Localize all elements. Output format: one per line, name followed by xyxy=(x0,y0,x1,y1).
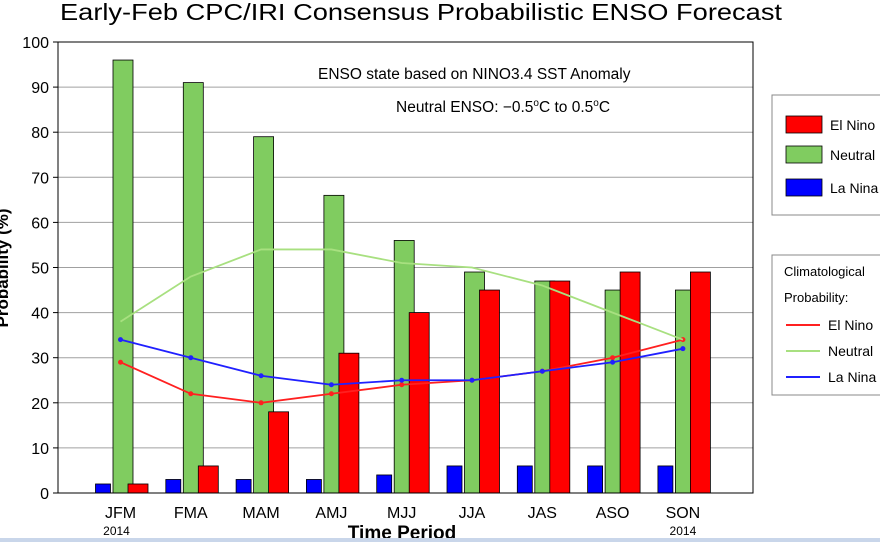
bar-el-nino-mam xyxy=(268,411,290,494)
bar-el-nino-jfm xyxy=(127,483,149,494)
y-tick-label-60: 60 xyxy=(31,215,49,232)
clim-point-la-nina-jfm xyxy=(118,337,123,343)
bottom-strip xyxy=(0,538,880,542)
y-tick-label-100: 100 xyxy=(22,35,49,52)
clim-point-la-nina-amj xyxy=(328,382,334,388)
y-tick-label-70: 70 xyxy=(31,170,49,187)
x-tick-label-mam: MAM xyxy=(242,505,279,522)
clim-point-el-nino-aso xyxy=(610,355,616,361)
clim-point-el-nino-jfm xyxy=(118,359,123,365)
bar-el-nino-mjj xyxy=(408,312,430,494)
annotation-neutral-range: Neutral ENSO: −0.5oC to 0.5oC xyxy=(396,98,610,116)
bar-la-nina-son xyxy=(657,465,674,494)
clim-legend-label-neutral: Neutral xyxy=(828,343,873,359)
legend-label-la-nina: La Nina xyxy=(830,180,878,196)
legend-swatch-neutral xyxy=(785,145,823,164)
y-tick-label-90: 90 xyxy=(31,80,49,97)
clim-point-el-nino-fma xyxy=(188,391,194,397)
x-year-label-first: 2014 xyxy=(103,524,130,538)
bar-el-nino-fma xyxy=(197,465,219,494)
bar-neutral-fma xyxy=(182,82,204,494)
clim-point-el-nino-amj xyxy=(328,391,334,397)
y-tick-label-10: 10 xyxy=(31,441,49,458)
x-tick-label-jfm: JFM xyxy=(105,505,136,522)
chart-title: Early-Feb CPC/IRI Consensus Probabilisti… xyxy=(60,0,783,25)
clim-point-la-nina-jas xyxy=(539,368,545,374)
x-year-label-last: 2014 xyxy=(670,524,697,538)
clim-legend-label-el-nino: El Nino xyxy=(828,317,873,333)
y-tick-label-20: 20 xyxy=(31,396,49,413)
climatology-legend-subtitle: Probability: xyxy=(784,290,848,305)
y-axis-label: Probability (%) xyxy=(0,208,12,327)
x-axis-label: Time Period xyxy=(348,523,456,542)
climatology-legend-title: Climatological xyxy=(784,264,865,279)
y-tick-label-50: 50 xyxy=(31,261,49,278)
bar-la-nina-aso xyxy=(587,465,603,494)
bar-el-nino-amj xyxy=(338,352,360,494)
x-tick-label-mjj: MJJ xyxy=(387,505,416,522)
bar-la-nina-jfm xyxy=(95,483,111,494)
clim-point-la-nina-aso xyxy=(610,359,616,365)
bar-el-nino-jja xyxy=(479,289,500,494)
x-tick-label-aso: ASO xyxy=(596,505,630,522)
y-tick-label-40: 40 xyxy=(31,306,49,323)
clim-line-neutral xyxy=(120,248,684,341)
clim-point-el-nino-mjj xyxy=(399,382,405,388)
clim-point-la-nina-mam xyxy=(258,373,264,379)
x-tick-label-jja: JJA xyxy=(459,505,486,522)
clim-point-el-nino-mam xyxy=(258,400,264,406)
x-tick-label-son: SON xyxy=(666,505,701,522)
legend-label-el-nino: El Nino xyxy=(830,117,875,133)
bar-la-nina-mam xyxy=(235,479,252,494)
legend-swatch-el-nino xyxy=(785,115,823,134)
clim-point-la-nina-mjj xyxy=(399,377,405,383)
bar-la-nina-jas xyxy=(516,465,533,494)
bar-el-nino-aso xyxy=(619,271,641,494)
y-tick-label-80: 80 xyxy=(31,125,49,142)
clim-legend-label-la-nina: La Nina xyxy=(828,369,876,385)
clim-point-la-nina-son xyxy=(680,346,686,352)
bar-el-nino-jas xyxy=(549,280,571,494)
y-tick-label-0: 0 xyxy=(40,486,49,503)
bar-la-nina-mjj xyxy=(376,474,393,494)
clim-point-la-nina-fma xyxy=(188,355,194,361)
x-tick-label-fma: FMA xyxy=(174,505,208,522)
climatology-legend: Climatological Probability: El Nino Neut… xyxy=(771,254,880,396)
bar-el-nino-son xyxy=(690,271,711,494)
bar-la-nina-jja xyxy=(446,465,463,494)
bar-neutral-jfm xyxy=(112,59,134,494)
legend-swatch-la-nina xyxy=(785,178,823,197)
bar-legend: El Nino Neutral La Nina xyxy=(771,94,880,216)
annotation-enso-state: ENSO state based on NINO3.4 SST Anomaly xyxy=(318,66,631,83)
x-tick-label-amj: AMJ xyxy=(315,505,347,522)
y-tick-label-30: 30 xyxy=(31,351,49,368)
clim-point-la-nina-jja xyxy=(469,377,475,383)
legend-label-neutral: Neutral xyxy=(830,147,875,163)
bar-la-nina-fma xyxy=(165,479,182,494)
x-tick-label-jas: JAS xyxy=(528,505,557,522)
bar-la-nina-amj xyxy=(305,479,322,494)
